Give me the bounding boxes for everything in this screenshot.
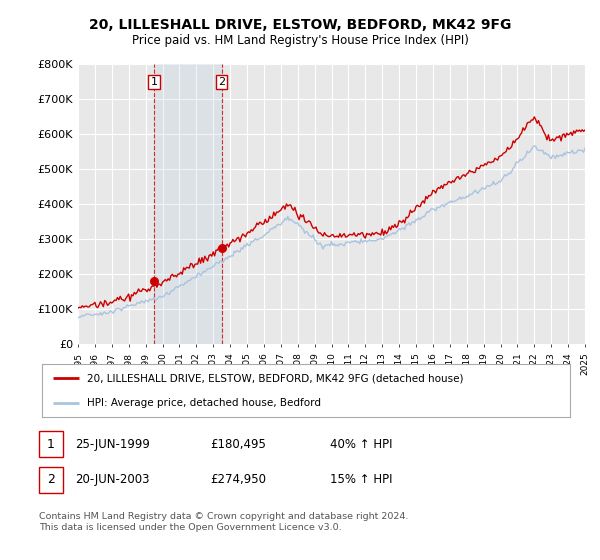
Text: 15% ↑ HPI: 15% ↑ HPI <box>330 473 392 487</box>
Text: Contains HM Land Registry data © Crown copyright and database right 2024.
This d: Contains HM Land Registry data © Crown c… <box>39 512 409 532</box>
Text: 1: 1 <box>151 77 158 87</box>
Bar <box>154 64 221 344</box>
Text: £180,495: £180,495 <box>210 437 266 451</box>
Text: 2: 2 <box>47 473 55 487</box>
Text: Price paid vs. HM Land Registry's House Price Index (HPI): Price paid vs. HM Land Registry's House … <box>131 34 469 48</box>
Text: 20-JUN-2003: 20-JUN-2003 <box>75 473 149 487</box>
Text: 1: 1 <box>47 437 55 451</box>
Point <box>149 277 159 286</box>
Text: 40% ↑ HPI: 40% ↑ HPI <box>330 437 392 451</box>
Point <box>217 244 226 253</box>
Text: 25-JUN-1999: 25-JUN-1999 <box>75 437 150 451</box>
Text: HPI: Average price, detached house, Bedford: HPI: Average price, detached house, Bedf… <box>87 398 321 408</box>
Text: 20, LILLESHALL DRIVE, ELSTOW, BEDFORD, MK42 9FG (detached house): 20, LILLESHALL DRIVE, ELSTOW, BEDFORD, M… <box>87 374 463 384</box>
Text: 20, LILLESHALL DRIVE, ELSTOW, BEDFORD, MK42 9FG: 20, LILLESHALL DRIVE, ELSTOW, BEDFORD, M… <box>89 18 511 32</box>
Text: 2: 2 <box>218 77 225 87</box>
Text: £274,950: £274,950 <box>210 473 266 487</box>
